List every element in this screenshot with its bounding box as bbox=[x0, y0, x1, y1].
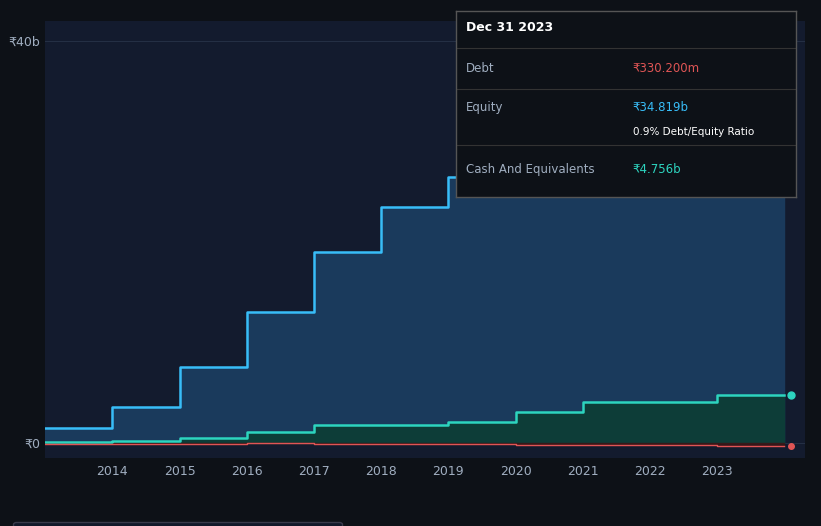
Text: 0.9% Debt/Equity Ratio: 0.9% Debt/Equity Ratio bbox=[633, 127, 754, 137]
Text: ₹330.200m: ₹330.200m bbox=[633, 62, 700, 75]
Text: ₹34.819b: ₹34.819b bbox=[633, 101, 689, 114]
Text: Dec 31 2023: Dec 31 2023 bbox=[466, 21, 553, 34]
Text: Cash And Equivalents: Cash And Equivalents bbox=[466, 163, 594, 176]
Text: Debt: Debt bbox=[466, 62, 494, 75]
Text: ₹4.756b: ₹4.756b bbox=[633, 163, 681, 176]
Text: Equity: Equity bbox=[466, 101, 503, 114]
Legend: Debt, Equity, Cash And Equivalents: Debt, Equity, Cash And Equivalents bbox=[13, 522, 342, 526]
